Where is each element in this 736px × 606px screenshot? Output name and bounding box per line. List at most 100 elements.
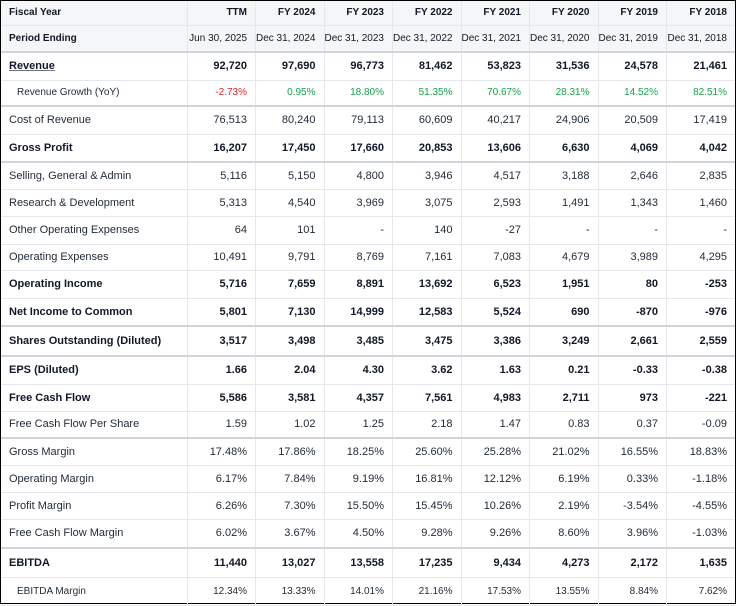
table-cell: 3.62 — [392, 356, 461, 385]
row-label-ebitda: EBITDA — [1, 548, 187, 578]
row-label-revenue[interactable]: Revenue — [1, 52, 187, 81]
table-cell: 7,161 — [392, 244, 461, 271]
table-cell: 20,853 — [392, 134, 461, 163]
table-cell: 12,583 — [392, 298, 461, 327]
table-cell: -0.33 — [597, 356, 667, 385]
table-row-operating-expenses: Operating Expenses 10,491 9,791 8,769 7,161 7… — [1, 244, 735, 271]
column-header-5[interactable]: FY 2020 — [529, 1, 598, 26]
table-cell: 3,485 — [323, 326, 393, 357]
table-cell: 31,536 — [529, 52, 598, 81]
table-cell: 14.52% — [597, 80, 667, 107]
table-cell: 5,524 — [460, 298, 530, 327]
table-cell: 3,517 — [186, 326, 256, 357]
row-label-selling-general-admin: Selling, General & Admin — [1, 162, 187, 190]
table-cell: 2,559 — [666, 326, 735, 357]
period-cell-6: Dec 31, 2019 — [597, 25, 667, 53]
table-cell: 9.19% — [323, 465, 393, 493]
table-cell: 1,460 — [666, 189, 735, 217]
row-label-revenue-growth-yoy: Revenue Growth (YoY) — [1, 80, 187, 107]
table-cell: 81,462 — [392, 52, 461, 81]
table-cell: 3.96% — [597, 519, 667, 549]
table-cell: 4,295 — [666, 244, 735, 271]
column-header-6[interactable]: FY 2019 — [597, 1, 667, 26]
table-cell: 13,606 — [460, 134, 530, 163]
period-ending-row: Period Ending Jun 30, 2025 Dec 31, 2024 Dec… — [1, 25, 735, 53]
table-cell: 13.55% — [529, 577, 598, 606]
table-cell: 0.37 — [597, 411, 667, 439]
column-header-0[interactable]: TTM — [186, 1, 256, 26]
table-cell: 0.83 — [529, 411, 598, 439]
row-label-cost-of-revenue: Cost of Revenue — [1, 106, 187, 135]
row-label-research-development: Research & Development — [1, 189, 187, 217]
table-cell: 21.02% — [529, 438, 598, 466]
column-header-3[interactable]: FY 2022 — [392, 1, 461, 26]
table-cell: 2,646 — [597, 162, 667, 190]
table-cell: 96,773 — [323, 52, 393, 81]
row-label-operating-margin: Operating Margin — [1, 465, 187, 493]
table-cell: -253 — [666, 270, 735, 299]
table-cell: 12.12% — [460, 465, 530, 493]
table-cell: 2.18 — [392, 411, 461, 439]
row-label-operating-expenses: Operating Expenses — [1, 244, 187, 271]
table-cell: -1.03% — [666, 519, 735, 549]
row-label-operating-income: Operating Income — [1, 270, 187, 299]
table-cell: 5,313 — [186, 189, 256, 217]
revenue-link[interactable]: Revenue — [9, 60, 55, 73]
table-row-selling-general-admin: Selling, General & Admin 5,116 5,150 4,800 3… — [1, 162, 735, 190]
table-cell: 17.86% — [255, 438, 324, 466]
row-label-net-income-to-common: Net Income to Common — [1, 298, 187, 327]
table-cell: 13.33% — [255, 577, 324, 606]
table-row-revenue: Revenue 92,720 97,690 96,773 81,462 53,823 31,… — [1, 52, 735, 81]
table-cell: 51.35% — [392, 80, 461, 107]
table-cell: 1,635 — [666, 548, 735, 578]
table-row-free-cash-flow: Free Cash Flow 5,586 3,581 4,357 7,561 4,983 2… — [1, 384, 735, 412]
fiscal-year-header-row-label: Fiscal Year — [1, 1, 187, 26]
table-cell: 0.33% — [597, 465, 667, 493]
table-cell: 2,711 — [529, 384, 598, 412]
table-cell: 3,969 — [323, 189, 393, 217]
table-cell: 17,450 — [255, 134, 324, 163]
table-row-shares-outstanding-diluted: Shares Outstanding (Diluted) 3,517 3,498 3,… — [1, 326, 735, 357]
table-row-cost-of-revenue: Cost of Revenue 76,513 80,240 79,113 60,609 4… — [1, 106, 735, 135]
table-cell: 1.02 — [255, 411, 324, 439]
table-cell: 14,999 — [323, 298, 393, 327]
table-cell: 9,434 — [460, 548, 530, 578]
period-ending-row-label: Period Ending — [1, 25, 187, 53]
table-row-net-income-to-common: Net Income to Common 5,801 7,130 14,999 12,5… — [1, 298, 735, 327]
table-cell: 5,116 — [186, 162, 256, 190]
table-cell: 10.26% — [460, 492, 530, 520]
table-cell: - — [323, 216, 393, 245]
period-cell-0: Jun 30, 2025 — [186, 25, 256, 53]
table-cell: 16,207 — [186, 134, 256, 163]
table-row-revenue-growth-yoy: Revenue Growth (YoY) -2.73% 0.95% 18.80% 51.… — [1, 80, 735, 107]
table-cell: -1.18% — [666, 465, 735, 493]
table-cell: 3,188 — [529, 162, 598, 190]
table-cell: 3,075 — [392, 189, 461, 217]
table-cell: 973 — [597, 384, 667, 412]
table-cell: 9.26% — [460, 519, 530, 549]
table-cell: 4,273 — [529, 548, 598, 578]
column-header-2[interactable]: FY 2023 — [323, 1, 393, 26]
table-cell: 92,720 — [186, 52, 256, 81]
column-header-4[interactable]: FY 2021 — [460, 1, 530, 26]
table-cell: 5,801 — [186, 298, 256, 327]
column-header-7[interactable]: FY 2018 — [666, 1, 735, 26]
table-cell: - — [666, 216, 735, 245]
table-cell: 13,027 — [255, 548, 324, 578]
table-cell: 9.28% — [392, 519, 461, 549]
column-header-1[interactable]: FY 2024 — [255, 1, 324, 26]
table-cell: 1,491 — [529, 189, 598, 217]
table-cell: 14.01% — [323, 577, 393, 606]
table-cell: 5,586 — [186, 384, 256, 412]
table-cell: -0.09 — [666, 411, 735, 439]
table-cell: 7,561 — [392, 384, 461, 412]
table-cell: 3,989 — [597, 244, 667, 271]
table-cell: 18.83% — [666, 438, 735, 466]
table-cell: 6,523 — [460, 270, 530, 299]
table-cell: 13,692 — [392, 270, 461, 299]
period-cell-4: Dec 31, 2021 — [460, 25, 530, 53]
period-cell-2: Dec 31, 2023 — [323, 25, 393, 53]
table-cell: 6.17% — [186, 465, 256, 493]
table-cell: 21,461 — [666, 52, 735, 81]
table-cell: 5,150 — [255, 162, 324, 190]
